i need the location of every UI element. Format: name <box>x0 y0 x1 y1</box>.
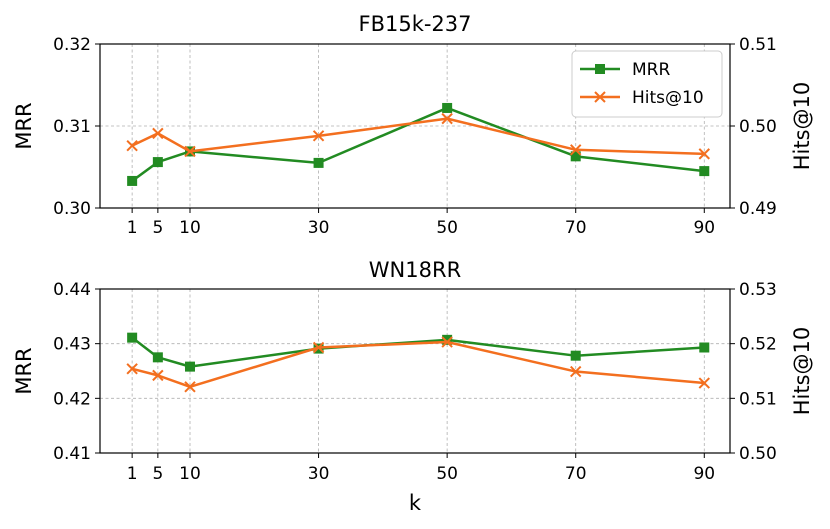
x-marker-stroke <box>184 145 196 158</box>
y-right-axis-label: Hits@10 <box>790 82 814 171</box>
data-point-x <box>570 365 582 378</box>
x-tick-label: 5 <box>152 218 163 238</box>
x-tick-label: 30 <box>308 218 330 238</box>
legend-item: MRR <box>580 60 670 80</box>
y-right-tick-label: 0.50 <box>739 117 777 137</box>
y-right-tick-label: 0.50 <box>739 444 777 464</box>
plot-frame <box>99 288 731 454</box>
data-point-square <box>442 334 453 345</box>
x-marker-stroke <box>152 369 164 382</box>
data-point-square <box>699 166 710 177</box>
y-right-axis-label: Hits@10 <box>790 327 814 416</box>
data-point-x <box>698 377 710 389</box>
data-point-square <box>570 151 581 162</box>
data-point-x <box>126 139 138 152</box>
x-tick-label: 10 <box>179 218 201 238</box>
data-point-square <box>185 361 195 372</box>
legend-label: MRR <box>632 60 670 80</box>
y-right-tick-label: 0.51 <box>739 389 777 409</box>
x-tick-label: 5 <box>152 464 163 484</box>
legend-box <box>571 50 723 118</box>
y-right-tick-label: 0.52 <box>739 335 777 355</box>
data-point-x <box>441 112 453 125</box>
y-left-axis-label: MRR <box>12 347 36 394</box>
chart-panel-1: 1 5 10 30 50 70 90 0.30 0.31 0.32 0.49 0.50 0.51 FB15… <box>12 12 814 238</box>
x-axis-label: k <box>409 491 422 515</box>
x-marker-stroke <box>441 336 453 348</box>
data-point-x <box>312 341 325 354</box>
data-point-x <box>152 127 164 140</box>
x-tick-label: 90 <box>693 464 715 484</box>
y-left-axis-label: MRR <box>12 102 36 149</box>
data-point-square <box>127 332 138 343</box>
y-left-tick-label: 0.31 <box>53 117 91 137</box>
x-marker-stroke <box>312 130 325 142</box>
series-mrr <box>127 332 710 372</box>
x-tick-label: 1 <box>127 218 138 238</box>
x-marker-stroke <box>184 381 196 393</box>
y-left-tick-label: 0.42 <box>53 389 91 409</box>
x-marker-stroke <box>570 365 582 378</box>
data-point-square <box>570 350 581 361</box>
legend: MRR Hits@10 <box>571 50 723 118</box>
y-left-tick-label: 0.44 <box>53 280 91 300</box>
series-line <box>131 106 705 182</box>
x-tick-label: 70 <box>565 464 587 484</box>
x-tick-label: 70 <box>565 218 587 238</box>
data-point-square <box>442 102 453 113</box>
x-marker-stroke <box>698 377 710 389</box>
legend-label: Hits@10 <box>632 88 704 108</box>
chart-title: FB15k-237 <box>358 12 471 36</box>
x-marker-stroke <box>441 112 453 125</box>
x-marker-stroke <box>570 144 582 156</box>
data-point-x <box>441 336 453 348</box>
y-left-tick-label: 0.41 <box>53 444 91 464</box>
x-marker-stroke <box>312 341 325 354</box>
data-point-x <box>312 130 325 142</box>
data-point-x <box>698 148 710 160</box>
data-point-square <box>127 175 138 186</box>
y-right-tick-label: 0.51 <box>739 35 777 55</box>
x-tick-label: 1 <box>127 464 138 484</box>
x-marker-stroke <box>152 127 164 140</box>
series-line <box>131 340 705 389</box>
series-line <box>131 336 705 368</box>
data-point-x <box>184 145 196 158</box>
legend-marker-square <box>595 64 605 74</box>
x-tick-label: 90 <box>693 218 715 238</box>
data-point-x <box>152 369 164 382</box>
x-tick-label: 30 <box>308 464 330 484</box>
y-right-tick-label: 0.49 <box>739 199 777 219</box>
data-point-x <box>126 363 138 375</box>
data-point-square <box>152 352 163 363</box>
series-line <box>131 117 705 156</box>
series-hits-10 <box>126 336 710 393</box>
legend-item: Hits@10 <box>580 88 704 108</box>
x-tick-label: 10 <box>179 464 201 484</box>
x-marker-stroke <box>126 139 138 152</box>
y-left-tick-label: 0.43 <box>53 335 91 355</box>
data-point-square <box>152 157 163 168</box>
data-point-square <box>699 342 710 353</box>
y-left-tick-label: 0.30 <box>53 199 91 219</box>
chart-panel-2: 1 5 10 30 50 70 90 0.41 0.42 0.43 0.44 0.50 0.51 0.52… <box>12 258 814 515</box>
data-point-x <box>570 144 582 156</box>
x-marker-stroke <box>126 363 138 375</box>
legend-marker-x <box>594 91 606 103</box>
chart-title: WN18RR <box>369 258 461 282</box>
y-right-tick-label: 0.53 <box>739 280 777 300</box>
data-point-square <box>313 157 324 168</box>
y-left-tick-label: 0.32 <box>53 35 91 55</box>
data-point-x <box>184 381 196 393</box>
x-tick-label: 50 <box>436 218 458 238</box>
x-tick-label: 50 <box>436 464 458 484</box>
x-marker-stroke <box>698 148 710 160</box>
series-hits-10 <box>126 112 710 160</box>
